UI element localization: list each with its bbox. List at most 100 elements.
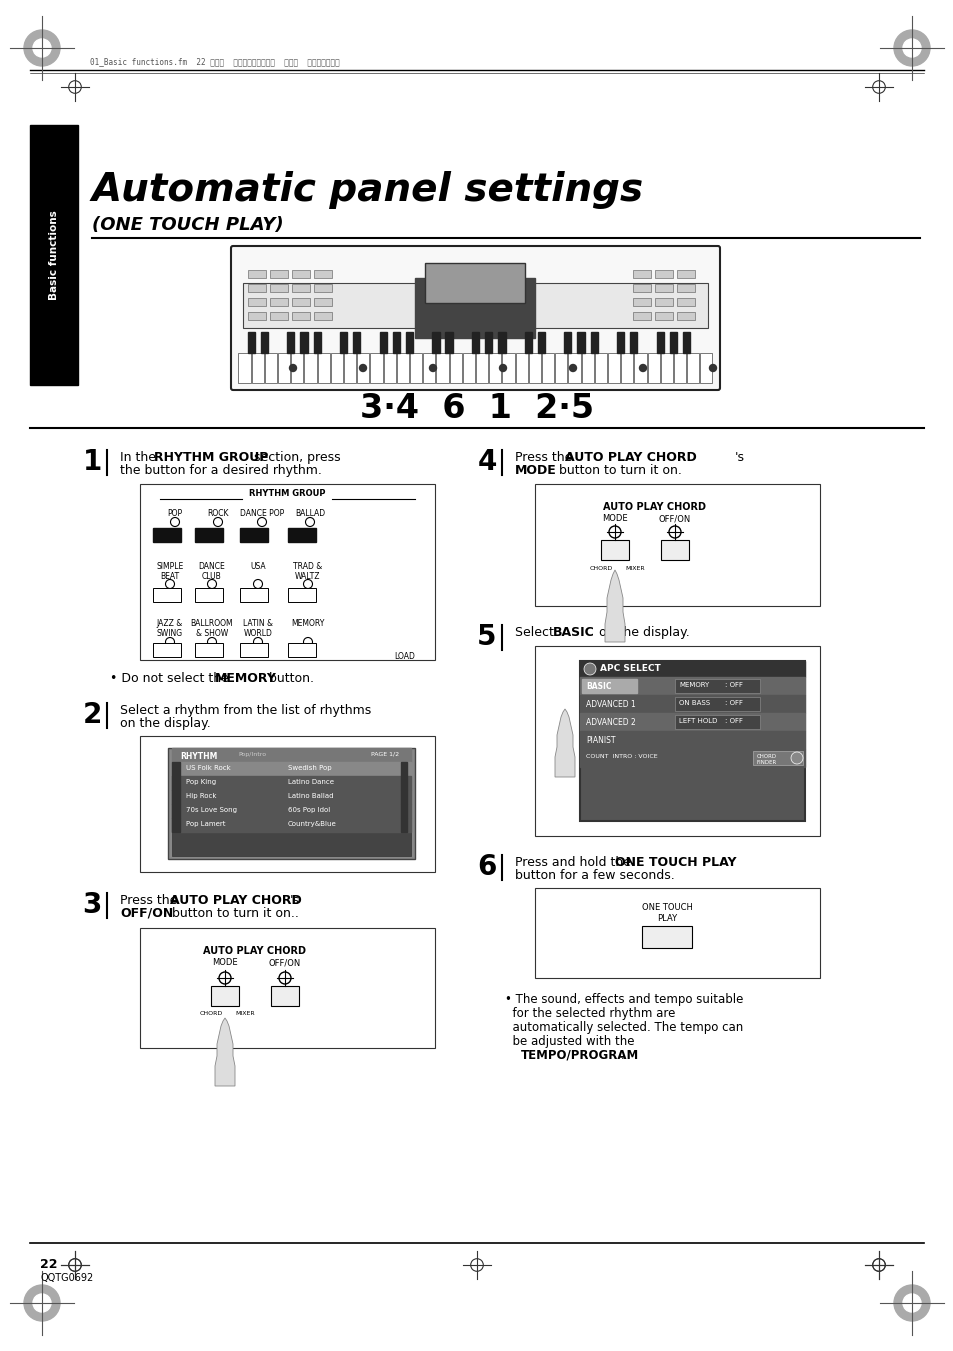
Bar [353, 332, 360, 353]
Bar [497, 332, 505, 353]
Text: BALLAD: BALLAD [294, 509, 325, 517]
Bar [436, 353, 448, 382]
Bar [271, 986, 298, 1006]
Text: LATIN &
WORLD: LATIN & WORLD [243, 619, 273, 639]
Bar [30, 126, 78, 385]
Bar [152, 643, 181, 657]
Bar [238, 353, 251, 382]
Text: 3·4  6  1  2·5: 3·4 6 1 2·5 [359, 392, 594, 424]
Bar [344, 353, 355, 382]
Bar [288, 588, 315, 603]
Bar [292, 299, 310, 305]
Text: section, press: section, press [250, 451, 340, 463]
Bar [292, 284, 310, 292]
Bar [248, 284, 266, 292]
Text: MODE: MODE [212, 958, 237, 967]
Text: AUTO PLAY CHORD: AUTO PLAY CHORD [203, 946, 306, 957]
Text: Pop King: Pop King [186, 780, 216, 785]
Bar [211, 986, 239, 1006]
Bar [634, 353, 646, 382]
Bar [489, 353, 501, 382]
Text: BASIC: BASIC [553, 626, 594, 639]
Bar [314, 270, 332, 278]
Circle shape [499, 365, 506, 372]
Text: MEMORY: MEMORY [291, 619, 324, 628]
Bar [655, 270, 672, 278]
Bar [405, 332, 413, 353]
Bar [423, 353, 435, 382]
Bar [660, 540, 688, 561]
Bar [462, 353, 475, 382]
Text: MEMORY: MEMORY [214, 671, 276, 685]
Text: : OFF: : OFF [724, 717, 742, 724]
Text: LOAD: LOAD [395, 653, 415, 661]
Bar [700, 353, 712, 382]
Text: AUTO PLAY CHORD: AUTO PLAY CHORD [564, 451, 696, 463]
Bar [607, 353, 619, 382]
Text: MODE: MODE [515, 463, 557, 477]
Circle shape [893, 30, 929, 66]
Bar [677, 284, 695, 292]
Polygon shape [214, 1019, 234, 1086]
Text: • The sound, effects and tempo suitable: • The sound, effects and tempo suitable [504, 993, 742, 1006]
Bar [287, 332, 294, 353]
Text: PAGE 1/2: PAGE 1/2 [371, 753, 398, 757]
Bar [240, 643, 268, 657]
Text: Pop/Intro: Pop/Intro [237, 753, 266, 757]
Bar [633, 270, 650, 278]
Text: MIXER: MIXER [624, 566, 644, 571]
Bar [172, 804, 411, 817]
Bar [563, 332, 571, 353]
Bar [655, 312, 672, 320]
Text: 2: 2 [82, 701, 102, 730]
Bar [449, 353, 461, 382]
Bar [270, 270, 288, 278]
Bar [535, 888, 820, 978]
Bar [288, 528, 315, 542]
Bar [172, 751, 411, 857]
Bar [277, 353, 290, 382]
Text: SIMPLE
BEAT: SIMPLE BEAT [156, 562, 183, 581]
Bar [288, 643, 315, 657]
Bar [400, 775, 407, 790]
Bar [620, 353, 633, 382]
Text: 4: 4 [476, 449, 497, 476]
Bar [168, 748, 415, 859]
Bar [594, 353, 606, 382]
Bar [524, 332, 532, 353]
Bar [356, 353, 369, 382]
Bar [300, 332, 307, 353]
FancyBboxPatch shape [231, 246, 720, 390]
Bar [383, 353, 395, 382]
Bar [579, 713, 804, 731]
Text: button to turn it on.: button to turn it on. [555, 463, 681, 477]
Text: OFF/ON: OFF/ON [269, 958, 301, 967]
Text: TEMPO/PROGRAM: TEMPO/PROGRAM [520, 1048, 639, 1062]
Text: (ONE TOUCH PLAY): (ONE TOUCH PLAY) [91, 216, 283, 234]
Bar [656, 332, 663, 353]
Text: • Do not select the: • Do not select the [110, 671, 233, 685]
Text: TRAD &
WALTZ: TRAD & WALTZ [294, 562, 322, 581]
Text: 1: 1 [82, 449, 102, 476]
Bar [424, 263, 524, 303]
Text: COUNT  INTRO : VOICE: COUNT INTRO : VOICE [585, 754, 657, 759]
Text: Select: Select [515, 626, 558, 639]
Bar [243, 282, 707, 328]
Text: RHYTHM GROUP: RHYTHM GROUP [249, 489, 325, 499]
Circle shape [639, 365, 646, 372]
Text: be adjusted with the: be adjusted with the [504, 1035, 634, 1048]
Circle shape [33, 39, 51, 57]
Text: on the display.: on the display. [595, 626, 689, 639]
Bar [675, 697, 760, 711]
Text: 's: 's [290, 894, 299, 907]
Text: : OFF: : OFF [724, 700, 742, 707]
Text: Select a rhythm from the list of rhythms: Select a rhythm from the list of rhythms [120, 704, 371, 717]
Text: the button for a desired rhythm.: the button for a desired rhythm. [120, 463, 321, 477]
Bar [252, 353, 264, 382]
Bar [172, 748, 411, 762]
Bar [314, 312, 332, 320]
Circle shape [902, 39, 920, 57]
Text: JAZZ &
SWING: JAZZ & SWING [156, 619, 183, 639]
Text: button for a few seconds.: button for a few seconds. [515, 869, 674, 882]
Text: Latino Dance: Latino Dance [288, 780, 334, 785]
